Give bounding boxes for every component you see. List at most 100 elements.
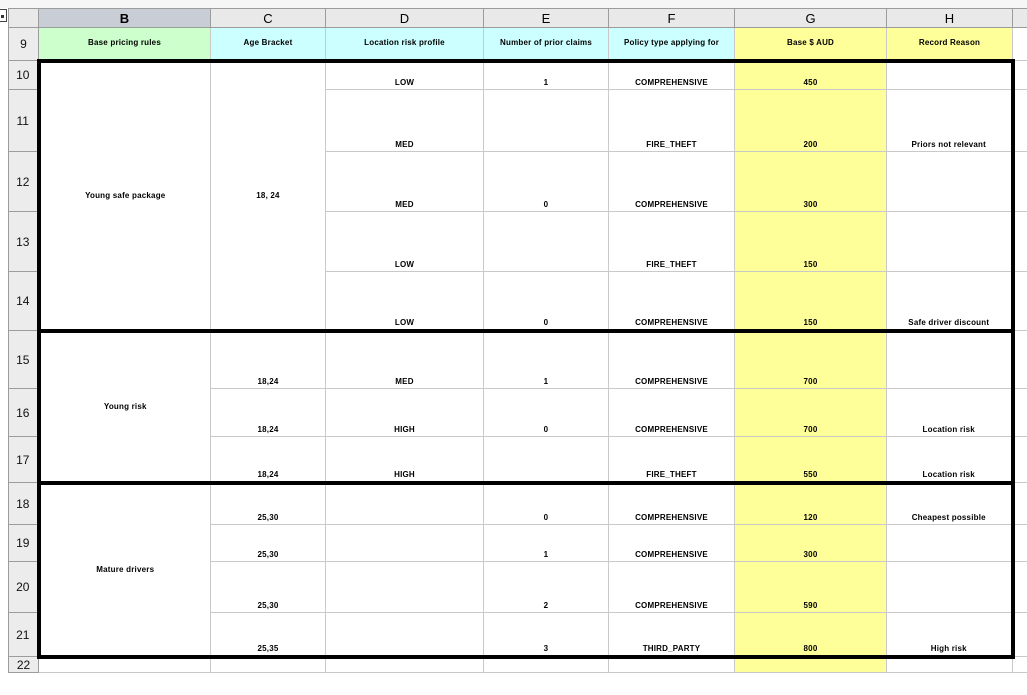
cell-e12-claims[interactable]: 0 [483, 151, 609, 212]
cell-e11-claims[interactable] [483, 89, 609, 152]
cell-e17-claims[interactable] [483, 436, 609, 485]
cell-d22[interactable] [325, 656, 484, 673]
cell-h18-reason[interactable]: Cheapest possible [886, 480, 1015, 525]
cell-d16-location[interactable]: HIGH [325, 388, 484, 437]
cell-g15-base[interactable]: 700 [734, 328, 887, 389]
cell-d13-location[interactable]: LOW [325, 211, 484, 272]
row-header-20[interactable]: 20 [8, 561, 39, 613]
cell-c21-age[interactable]: 25,35 [210, 612, 326, 659]
cell-d15-location[interactable]: MED [325, 328, 484, 389]
cell-h20-reason[interactable] [886, 561, 1015, 613]
row-header-16[interactable]: 16 [8, 388, 39, 437]
cell-e14-claims[interactable]: 0 [483, 271, 609, 333]
cell-f9-policy-type[interactable]: Policy type applying for [608, 27, 735, 61]
cell-e18-claims[interactable]: 0 [483, 480, 609, 525]
row-header-21[interactable]: 21 [8, 612, 39, 657]
cell-i20[interactable] [1012, 561, 1027, 613]
column-header-g[interactable]: G [734, 8, 887, 28]
row-header-17[interactable]: 17 [8, 436, 39, 483]
row-header-13[interactable]: 13 [8, 211, 39, 272]
cell-f21-policy[interactable]: THIRD_PARTY [608, 612, 735, 659]
cell-h12-reason[interactable] [886, 151, 1015, 212]
cell-b10-14-package[interactable]: Young safe package [36, 58, 211, 333]
cell-e16-claims[interactable]: 0 [483, 388, 609, 437]
cell-h14-reason[interactable]: Safe driver discount [886, 271, 1015, 333]
cell-i17[interactable] [1012, 436, 1027, 483]
cell-c9-age-bracket[interactable]: Age Bracket [210, 27, 326, 61]
cell-g20-base[interactable]: 590 [734, 561, 887, 613]
cell-f17-policy[interactable]: FIRE_THEFT [608, 436, 735, 485]
cell-f12-policy[interactable]: COMPREHENSIVE [608, 151, 735, 212]
cell-i13[interactable] [1012, 211, 1027, 272]
cell-f14-policy[interactable]: COMPREHENSIVE [608, 271, 735, 333]
column-header-c[interactable]: C [210, 8, 326, 28]
cell-g11-base[interactable]: 200 [734, 89, 887, 152]
cell-e9-number-of-prior-claims[interactable]: Number of prior claims [483, 27, 609, 61]
cell-f10-policy[interactable]: COMPREHENSIVE [608, 58, 735, 90]
cell-h15-reason[interactable] [886, 328, 1015, 389]
column-header-d[interactable]: D [325, 8, 484, 28]
cell-e13-claims[interactable] [483, 211, 609, 272]
cell-g17-base[interactable]: 550 [734, 436, 887, 485]
cell-e21-claims[interactable]: 3 [483, 612, 609, 659]
cell-c19-age[interactable]: 25,30 [210, 524, 326, 562]
cell-f19-policy[interactable]: COMPREHENSIVE [608, 524, 735, 562]
cell-i9[interactable] [1012, 27, 1027, 61]
column-outline-toggle-icon[interactable] [0, 9, 7, 22]
cell-g14-base[interactable]: 150 [734, 271, 887, 333]
row-header-12[interactable]: 12 [8, 151, 39, 212]
cell-c20-age[interactable]: 25,30 [210, 561, 326, 613]
cell-h17-reason[interactable]: Location risk [886, 436, 1015, 485]
row-header-14[interactable]: 14 [8, 271, 39, 331]
cell-d20-location[interactable] [325, 561, 484, 613]
cell-h21-reason[interactable]: High risk [886, 612, 1015, 659]
cell-h19-reason[interactable] [886, 524, 1015, 562]
cell-h22[interactable] [886, 656, 1013, 673]
row-header-19[interactable]: 19 [8, 524, 39, 562]
cell-i12[interactable] [1012, 151, 1027, 212]
cell-d9-location-risk-profile[interactable]: Location risk profile [325, 27, 484, 61]
column-header-h[interactable]: H [886, 8, 1013, 28]
cell-i19[interactable] [1012, 524, 1027, 562]
cell-d21-location[interactable] [325, 612, 484, 659]
cell-b9-base-pricing-rules[interactable]: Base pricing rules [38, 27, 211, 61]
column-header-f[interactable]: F [608, 8, 735, 28]
row-header-9[interactable]: 9 [8, 27, 39, 61]
cell-i16[interactable] [1012, 388, 1027, 437]
cell-g16-base[interactable]: 700 [734, 388, 887, 437]
cell-i18[interactable] [1012, 482, 1027, 525]
cell-i10[interactable] [1012, 60, 1027, 90]
cell-i22[interactable] [1012, 656, 1027, 673]
cell-c16-age[interactable]: 18,24 [210, 388, 326, 437]
cell-b22[interactable] [38, 656, 211, 673]
cell-d11-location[interactable]: MED [325, 89, 484, 152]
cell-h9-record-reason[interactable]: Record Reason [886, 27, 1013, 61]
cell-d17-location[interactable]: HIGH [325, 436, 484, 485]
cell-f13-policy[interactable]: FIRE_THEFT [608, 211, 735, 272]
column-header-partial[interactable] [1012, 8, 1027, 28]
cell-e15-claims[interactable]: 1 [483, 328, 609, 389]
row-header-22[interactable]: 22 [8, 656, 39, 673]
cell-c17-age[interactable]: 18,24 [210, 436, 326, 485]
cell-e22[interactable] [483, 656, 609, 673]
cell-h13-reason[interactable] [886, 211, 1015, 272]
cell-g13-base[interactable]: 150 [734, 211, 887, 272]
cell-c22[interactable] [210, 656, 326, 673]
cell-g22[interactable] [734, 656, 887, 673]
cell-g9-base-aud[interactable]: Base $ AUD [734, 27, 887, 61]
cell-f18-policy[interactable]: COMPREHENSIVE [608, 480, 735, 525]
column-header-e[interactable]: E [483, 8, 609, 28]
corner-select-all-cell[interactable] [8, 8, 39, 28]
cell-e10-claims[interactable]: 1 [483, 58, 609, 90]
cell-e20-claims[interactable]: 2 [483, 561, 609, 613]
cell-b15-17-package[interactable]: Young risk [36, 328, 211, 485]
cell-d12-location[interactable]: MED [325, 151, 484, 212]
cell-h11-reason[interactable]: Priors not relevant [886, 89, 1015, 152]
cell-c15-age[interactable]: 18,24 [210, 328, 326, 389]
cell-g12-base[interactable]: 300 [734, 151, 887, 212]
cell-f15-policy[interactable]: COMPREHENSIVE [608, 328, 735, 389]
cell-i14[interactable] [1012, 271, 1027, 331]
cell-e19-claims[interactable]: 1 [483, 524, 609, 562]
row-header-10[interactable]: 10 [8, 60, 39, 90]
cell-i15[interactable] [1012, 330, 1027, 389]
